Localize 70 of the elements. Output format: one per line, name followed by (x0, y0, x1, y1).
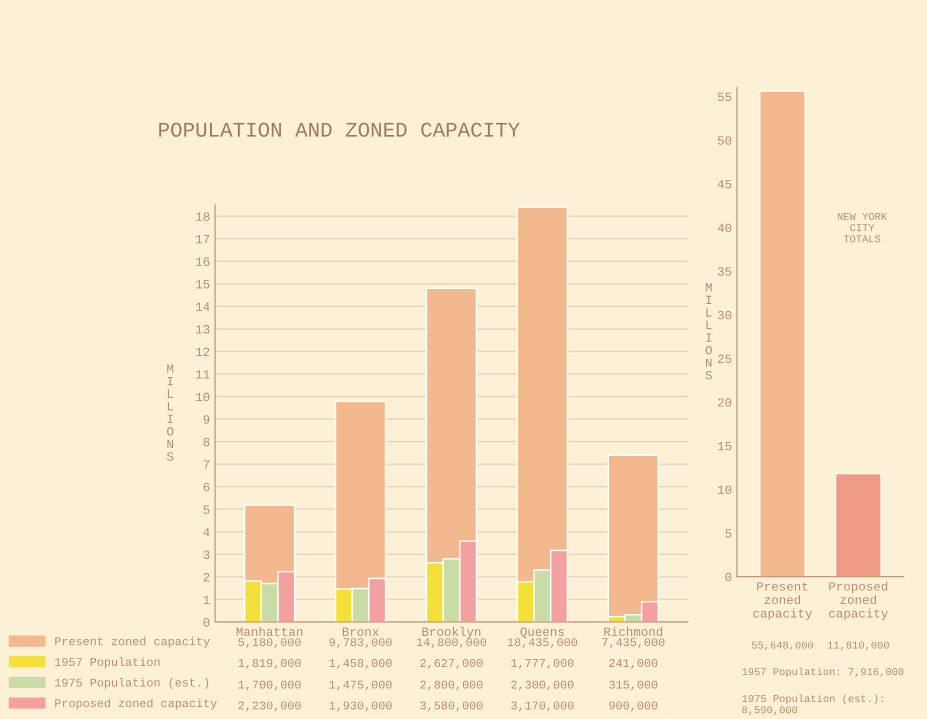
text: 900,000 (609, 701, 658, 712)
text: 1,475,000 (330, 680, 392, 691)
x-tick-label: Bronx (342, 628, 379, 636)
y-tick-label: 10 (718, 486, 732, 494)
text: 3,170,000 (511, 701, 574, 712)
text: 9,783,000 (329, 638, 392, 648)
y-tick-label: 17 (196, 235, 210, 244)
x-tick-label: Richmond (604, 626, 662, 636)
legend-label: Present zoned capacity (55, 636, 210, 648)
x-tick-label: Present zoned capacity (753, 582, 812, 620)
text: 3,580,000 (420, 701, 483, 712)
y-tick-label: 8 (204, 438, 210, 446)
x-tick-label: Brooklyn (422, 626, 480, 638)
text: 14,800,000 (416, 638, 486, 648)
y-tick-label: 9 (204, 415, 210, 424)
y-tick-label: 1 (204, 596, 210, 604)
text: 1,819,000 (238, 659, 301, 670)
x-tick-label: Proposed zoned capacity (829, 582, 888, 620)
legend-label: 1957 Population (55, 657, 160, 668)
y-tick-label: 2 (204, 573, 210, 582)
y-tick-label: 55 (718, 92, 732, 102)
text: 7,435,000 (602, 638, 664, 648)
y-tick-label: 16 (196, 257, 210, 266)
y-tick-label: 45 (718, 180, 732, 188)
y-tick-label: 5 (725, 529, 732, 538)
x-tick-label: Queens (520, 627, 564, 638)
text: 1,458,000 (330, 659, 392, 670)
y-tick-label: 13 (196, 325, 210, 334)
y-tick-label: 50 (718, 136, 732, 145)
text: 1,777,000 (511, 659, 574, 670)
y-tick-label: 3 (203, 550, 210, 559)
y-axis-title: MILLIONS (166, 364, 174, 461)
legend-label: 1975 Population (est.) (55, 678, 208, 689)
y-tick-label: 6 (204, 482, 210, 492)
y-axis-title: MILLIONS (706, 283, 712, 380)
text: 315,000 (609, 680, 658, 691)
text: 2,800,000 (420, 680, 483, 691)
legend-label: Proposed zoned capacity (55, 698, 217, 710)
y-tick-label: 20 (718, 398, 732, 407)
y-tick-label: 25 (718, 354, 732, 364)
y-tick-label: 10 (196, 392, 210, 402)
text: 1975 Population (est.): 8,590,000 (742, 694, 883, 716)
text: 2,300,000 (511, 680, 574, 691)
y-tick-label: 40 (718, 224, 732, 232)
text: 1,700,000 (238, 680, 301, 691)
y-tick-label: 15 (718, 442, 732, 450)
text: 1,930,000 (330, 701, 392, 712)
text: 18,435,000 (508, 638, 578, 648)
text: 241,000 (609, 659, 658, 670)
y-tick-label: 0 (203, 618, 210, 627)
annotation: NEW YORK CITY TOTALS (838, 212, 888, 242)
text: 11,810,000 (828, 642, 889, 650)
text: 1957 Population: 7,916,000 (742, 668, 904, 678)
y-tick-label: 0 (725, 572, 732, 582)
y-tick-label: 5 (203, 506, 210, 514)
text: 2,230,000 (238, 701, 301, 712)
y-tick-label: 7 (204, 460, 210, 469)
y-tick-label: 12 (196, 348, 210, 356)
chart-title: POPULATION AND ZONED CAPACITY (159, 122, 520, 137)
x-tick-label: Manhattan (236, 626, 302, 636)
text: 55,648,000 (752, 642, 814, 650)
text: 5,180,000 (238, 638, 301, 648)
y-tick-label: 4 (203, 528, 210, 536)
y-tick-label: 30 (718, 310, 732, 320)
y-tick-label: 14 (196, 302, 210, 311)
y-tick-label: 35 (718, 267, 732, 276)
text: 2,627,000 (420, 659, 483, 670)
y-tick-label: 18 (196, 212, 210, 221)
y-tick-label: 11 (196, 370, 210, 379)
y-tick-label: 15 (196, 280, 210, 288)
